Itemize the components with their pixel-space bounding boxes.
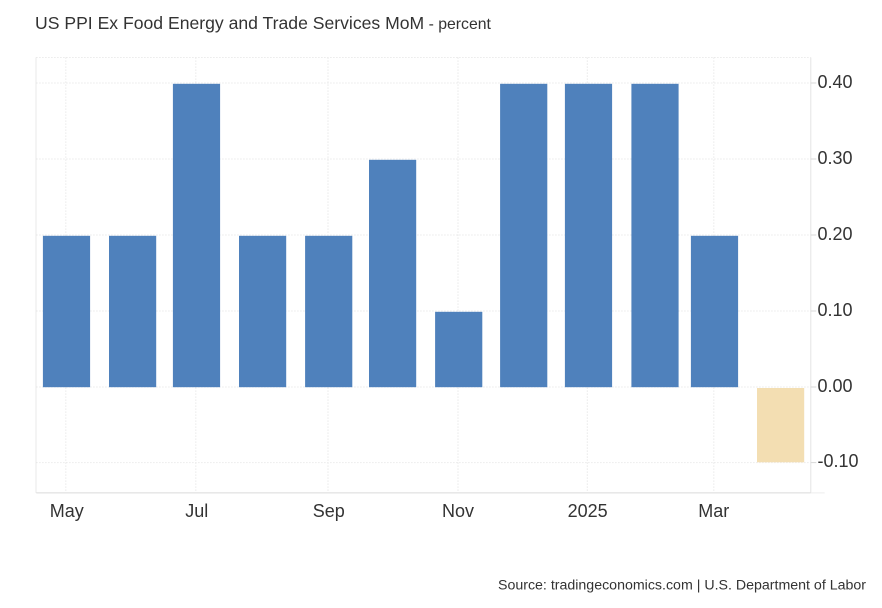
svg-text:Nov: Nov xyxy=(442,501,474,521)
svg-text:Jul: Jul xyxy=(185,501,208,521)
svg-text:0.00: 0.00 xyxy=(818,376,853,396)
svg-text:Sep: Sep xyxy=(313,501,345,521)
svg-text:Mar: Mar xyxy=(698,501,729,521)
svg-text:0.10: 0.10 xyxy=(818,300,853,320)
svg-text:0.40: 0.40 xyxy=(818,72,853,92)
svg-text:0.30: 0.30 xyxy=(818,148,853,168)
svg-text:-0.10: -0.10 xyxy=(818,451,859,471)
svg-text:US PPI Ex Food Energy and Trad: US PPI Ex Food Energy and Trade Services… xyxy=(35,13,492,33)
svg-text:Source: tradingeconomics.com |: Source: tradingeconomics.com | U.S. Depa… xyxy=(498,578,866,594)
svg-text:2025: 2025 xyxy=(568,501,608,521)
svg-text:May: May xyxy=(50,501,84,521)
svg-text:0.20: 0.20 xyxy=(818,224,853,244)
